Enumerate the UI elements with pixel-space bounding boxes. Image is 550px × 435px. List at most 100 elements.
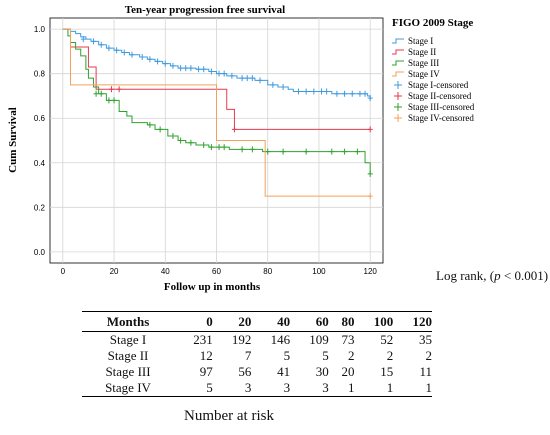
censor-mark xyxy=(367,126,373,133)
risk-cell: 52 xyxy=(380,332,394,347)
censor-mark xyxy=(367,170,373,177)
censor-mark xyxy=(188,65,194,72)
legend-entry-label: Stage IV-censored xyxy=(408,113,474,123)
risk-header-row: Months 0 20 40 60 80 100 120 xyxy=(82,311,432,332)
risk-cell: 30 xyxy=(315,364,329,379)
censor-mark xyxy=(311,88,317,95)
censor-mark xyxy=(249,146,255,153)
censor-mark xyxy=(208,68,214,75)
legend-censor-symbol xyxy=(394,103,402,111)
legend-entry-label: Stage IV xyxy=(408,69,440,79)
risk-cell: Stage IV xyxy=(82,380,174,397)
y-tick-label: 1.0 xyxy=(34,25,46,34)
censor-mark xyxy=(295,88,301,95)
x-tick-label: 60 xyxy=(212,267,221,276)
x-tick-label: 120 xyxy=(364,267,378,276)
y-axis-label: Cum Survival xyxy=(7,107,19,173)
censor-mark xyxy=(303,148,309,155)
legend-line-symbol xyxy=(392,49,404,55)
censor-mark xyxy=(116,86,122,93)
risk-cell: 12 xyxy=(199,348,213,363)
legend-title: FIGO 2009 Stage xyxy=(392,17,473,29)
survival-curve-4 xyxy=(62,28,371,197)
censor-mark xyxy=(334,90,340,97)
censor-mark xyxy=(280,148,286,155)
censor-mark xyxy=(111,97,117,104)
censor-mark xyxy=(324,88,330,95)
risk-cell: 97 xyxy=(199,364,213,379)
censor-mark xyxy=(221,70,227,77)
risk-header-cell: 80 xyxy=(328,311,355,332)
legend-line-symbol xyxy=(392,71,404,77)
censor-mark xyxy=(270,81,276,88)
censor-mark xyxy=(229,72,235,79)
censor-mark xyxy=(106,45,112,52)
legend-entry-label: Stage I xyxy=(408,36,433,46)
censor-mark xyxy=(147,56,153,63)
risk-cell: 109 xyxy=(309,332,329,347)
censor-mark xyxy=(216,70,222,77)
censor-mark xyxy=(201,141,207,148)
censor-mark xyxy=(80,36,86,43)
risk-row-stage-iv: Stage IV 5 3 3 3 1 1 1 xyxy=(82,380,432,397)
risk-cell: 3 xyxy=(290,380,329,397)
censor-mark xyxy=(162,60,168,67)
y-tick-label: 0.8 xyxy=(34,70,46,79)
legend-entry-label: Stage III xyxy=(408,58,439,68)
legend-line-symbol xyxy=(392,60,404,66)
censor-mark xyxy=(129,51,135,58)
censor-mark xyxy=(239,146,245,153)
legend-entry-label: Stage II-censored xyxy=(408,91,472,101)
censor-mark xyxy=(196,66,202,73)
censor-mark xyxy=(155,58,161,65)
legend-entry-label: Stage III-censored xyxy=(408,102,475,112)
risk-cell: 5 xyxy=(322,348,329,363)
survival-curve-3 xyxy=(62,28,371,174)
risk-cell: 1 xyxy=(328,380,355,397)
censor-mark xyxy=(265,148,271,155)
censor-mark xyxy=(367,95,373,102)
risk-cell: 3 xyxy=(212,380,252,397)
x-tick-label: 100 xyxy=(312,267,326,276)
risk-cell: 20 xyxy=(341,364,355,379)
legend-entry-label: Stage I-censored xyxy=(408,80,469,90)
censor-mark xyxy=(139,53,145,60)
censor-mark xyxy=(108,86,114,93)
number-at-risk-caption: Number at risk xyxy=(184,408,274,424)
risk-cell: 15 xyxy=(380,364,394,379)
risk-cell: 192 xyxy=(231,332,252,347)
ticks: 0 20 40 60 80 100 120 0.0 0.2 0.4 0.6 0.8 1.0 xyxy=(34,25,378,276)
legend-censor-symbol xyxy=(394,114,402,122)
risk-cell: 1 xyxy=(354,380,394,397)
log-rank-value: < 0.001) xyxy=(500,268,549,283)
censor-mark xyxy=(221,144,227,151)
censor-mark xyxy=(280,84,286,91)
censor-mark xyxy=(183,65,189,72)
risk-cell: 146 xyxy=(270,332,291,347)
censor-mark xyxy=(367,193,373,200)
censor-mark xyxy=(114,47,120,54)
legend-entry-label: Stage II xyxy=(408,47,436,57)
risk-header-cell: Months xyxy=(82,311,174,332)
risk-header-cell: 0 xyxy=(174,311,213,332)
censor-mark xyxy=(329,148,335,155)
censor-mark xyxy=(231,126,237,133)
x-axis-label: Follow up in months xyxy=(164,281,261,293)
log-rank-prefix: Log rank, ( xyxy=(436,268,495,283)
censor-mark xyxy=(170,133,176,140)
risk-cell: Stage III xyxy=(105,364,151,379)
censor-mark xyxy=(349,90,355,97)
censor-mark xyxy=(216,144,222,151)
censor-mark xyxy=(147,121,153,128)
survival-chart: Ten-year progression free survival 0 20 40… xyxy=(7,4,475,293)
risk-cell: 2 xyxy=(348,348,355,363)
y-tick-label: 0.6 xyxy=(34,114,46,123)
censor-mark xyxy=(249,75,255,82)
risk-cell: Stage I xyxy=(109,332,147,347)
p-symbol: p xyxy=(494,268,501,283)
number-at-risk-table: Months 0 20 40 60 80 100 120 Stage I 231… xyxy=(82,311,432,397)
risk-header-cell: 20 xyxy=(212,311,252,332)
censor-mark xyxy=(201,66,207,73)
censor-mark xyxy=(170,62,176,69)
